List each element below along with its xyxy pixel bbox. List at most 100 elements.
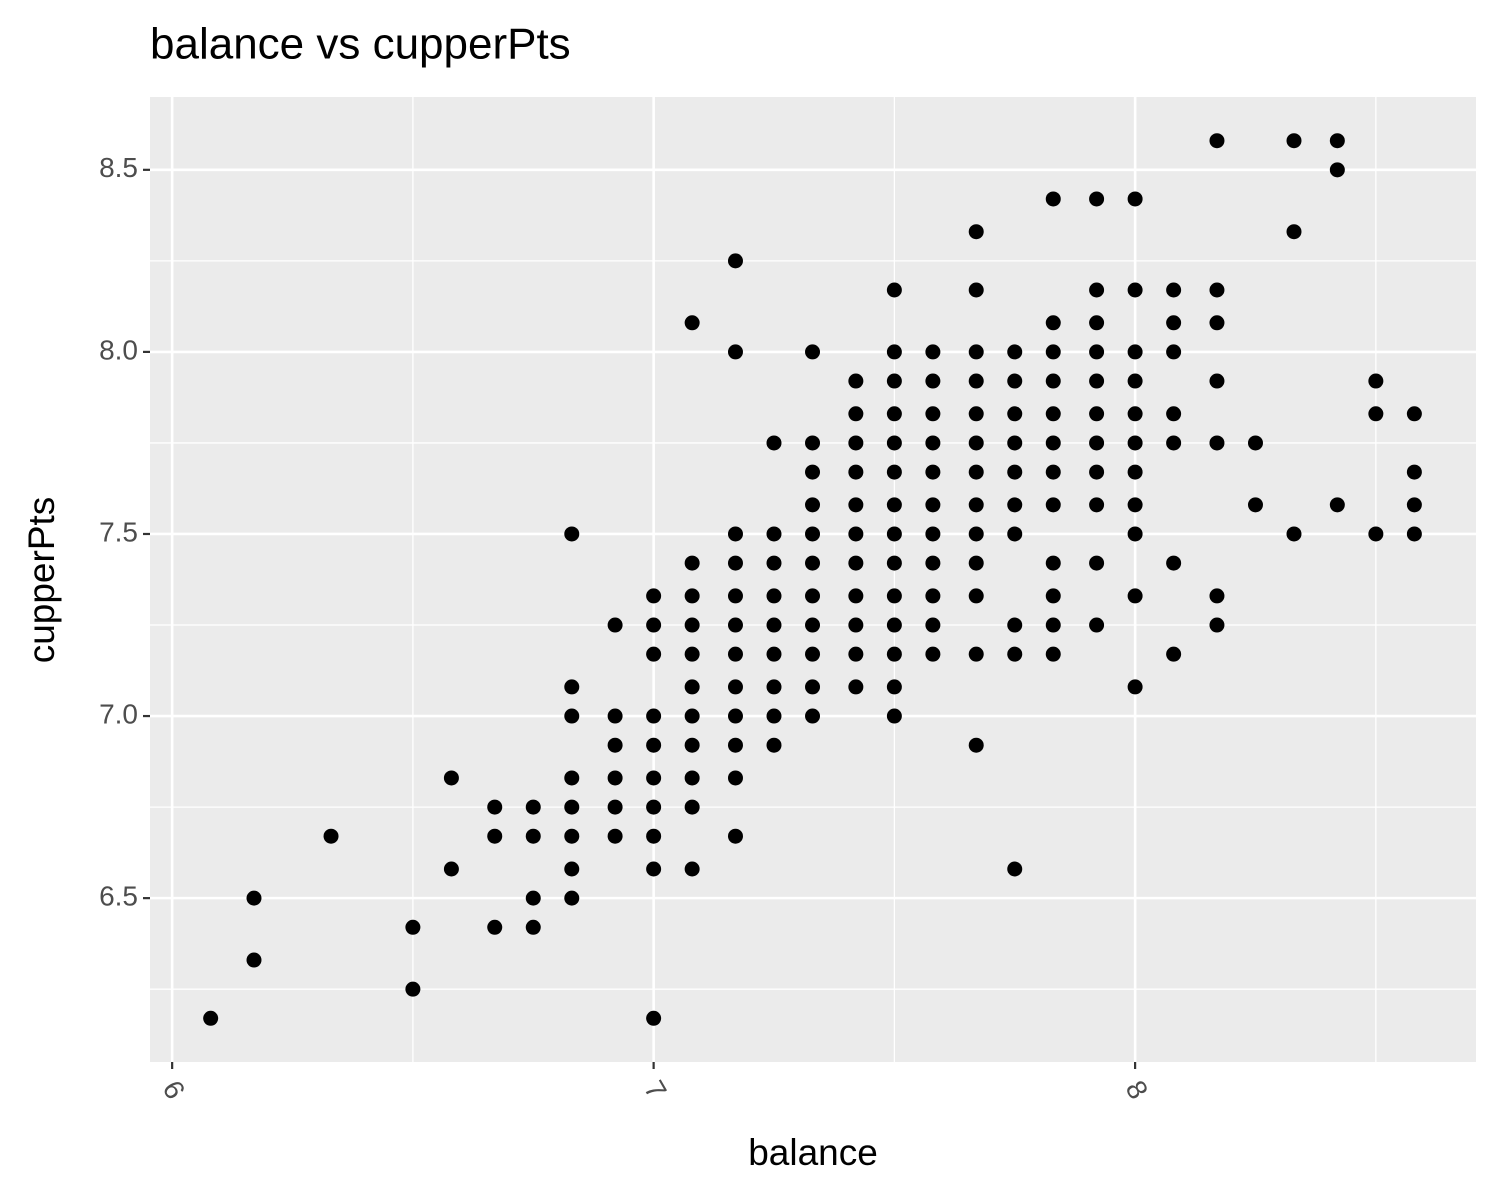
point <box>646 799 662 815</box>
point <box>564 890 580 906</box>
point <box>968 464 984 480</box>
point <box>405 981 421 997</box>
point <box>525 799 541 815</box>
y-tick-label: 6.5 <box>99 881 138 912</box>
point <box>766 679 782 695</box>
point <box>925 617 941 633</box>
point <box>805 679 821 695</box>
point <box>684 555 700 571</box>
point <box>646 1010 662 1026</box>
point <box>607 770 623 786</box>
y-tick-label: 7.0 <box>99 698 138 729</box>
point <box>1247 435 1263 451</box>
point <box>1166 555 1182 571</box>
point <box>968 344 984 360</box>
y-tick-label: 8.5 <box>99 152 138 183</box>
point <box>1045 617 1061 633</box>
point <box>684 315 700 331</box>
point <box>886 555 902 571</box>
point <box>805 526 821 542</box>
point <box>925 497 941 513</box>
point <box>607 617 623 633</box>
point <box>766 588 782 604</box>
point <box>1209 133 1225 149</box>
point <box>646 828 662 844</box>
point <box>886 344 902 360</box>
point <box>848 588 864 604</box>
point <box>1045 555 1061 571</box>
point <box>1045 373 1061 389</box>
point <box>564 770 580 786</box>
point <box>848 617 864 633</box>
point <box>968 588 984 604</box>
point <box>1089 555 1105 571</box>
point <box>925 464 941 480</box>
point <box>323 828 339 844</box>
point <box>848 526 864 542</box>
point <box>848 373 864 389</box>
point <box>1127 497 1143 513</box>
point <box>1368 406 1384 422</box>
point <box>848 406 864 422</box>
point <box>1007 861 1023 877</box>
point <box>925 435 941 451</box>
point <box>646 708 662 724</box>
point <box>443 861 459 877</box>
point <box>1089 406 1105 422</box>
point <box>246 890 262 906</box>
point <box>564 708 580 724</box>
point <box>1007 464 1023 480</box>
point <box>968 555 984 571</box>
point <box>1007 497 1023 513</box>
point <box>848 464 864 480</box>
point <box>1209 282 1225 298</box>
point <box>886 497 902 513</box>
point <box>646 646 662 662</box>
point <box>1007 526 1023 542</box>
point <box>246 952 262 968</box>
point <box>766 708 782 724</box>
point <box>1007 344 1023 360</box>
point <box>646 588 662 604</box>
point <box>1166 282 1182 298</box>
point <box>1166 406 1182 422</box>
point <box>564 861 580 877</box>
point <box>684 799 700 815</box>
point <box>727 617 743 633</box>
point <box>1127 282 1143 298</box>
point <box>848 646 864 662</box>
point <box>925 646 941 662</box>
point <box>1089 464 1105 480</box>
point <box>1406 406 1422 422</box>
point <box>1286 133 1302 149</box>
point <box>525 890 541 906</box>
point <box>646 770 662 786</box>
point <box>684 737 700 753</box>
point <box>607 737 623 753</box>
point <box>968 737 984 753</box>
point <box>1127 373 1143 389</box>
point <box>1329 162 1345 178</box>
point <box>1247 497 1263 513</box>
point <box>1089 373 1105 389</box>
point <box>727 253 743 269</box>
point <box>886 373 902 389</box>
point <box>848 555 864 571</box>
point <box>805 588 821 604</box>
point <box>925 588 941 604</box>
point <box>1127 435 1143 451</box>
point <box>805 555 821 571</box>
point <box>968 526 984 542</box>
point <box>487 828 503 844</box>
point <box>564 526 580 542</box>
x-tick-label: 6 <box>157 1075 192 1104</box>
point <box>766 737 782 753</box>
point <box>1368 526 1384 542</box>
point <box>848 435 864 451</box>
point <box>1286 224 1302 240</box>
point <box>525 828 541 844</box>
point <box>925 373 941 389</box>
point <box>886 646 902 662</box>
point <box>487 799 503 815</box>
